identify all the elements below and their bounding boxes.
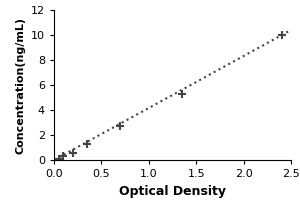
X-axis label: Optical Density: Optical Density — [119, 185, 226, 198]
Y-axis label: Concentration(ng/mL): Concentration(ng/mL) — [15, 17, 25, 154]
